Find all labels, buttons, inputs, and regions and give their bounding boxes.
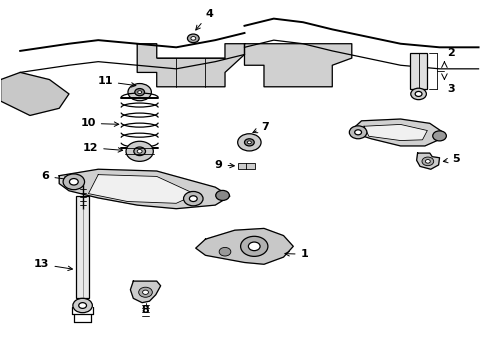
Bar <box>409 53 427 89</box>
Circle shape <box>126 141 153 161</box>
Text: 12: 12 <box>82 143 122 153</box>
Circle shape <box>432 131 446 141</box>
Circle shape <box>421 157 433 166</box>
Circle shape <box>142 290 148 294</box>
Circle shape <box>215 190 229 201</box>
Circle shape <box>414 91 421 96</box>
Circle shape <box>425 159 429 163</box>
Circle shape <box>240 236 267 256</box>
Text: 2: 2 <box>446 48 454 58</box>
Text: 8: 8 <box>142 305 149 315</box>
Polygon shape <box>416 153 439 169</box>
Text: 3: 3 <box>446 84 453 94</box>
Circle shape <box>128 84 151 101</box>
Polygon shape <box>0 72 69 116</box>
Circle shape <box>248 242 260 251</box>
Circle shape <box>134 147 145 156</box>
Polygon shape <box>88 175 195 203</box>
Text: 10: 10 <box>80 118 119 128</box>
Circle shape <box>189 196 197 202</box>
Text: 11: 11 <box>97 76 136 87</box>
Circle shape <box>190 37 195 40</box>
Text: 13: 13 <box>34 259 72 271</box>
Text: 9: 9 <box>214 160 234 170</box>
Polygon shape <box>244 44 351 87</box>
Polygon shape <box>351 119 441 146</box>
Circle shape <box>63 174 84 190</box>
Circle shape <box>79 303 86 309</box>
Polygon shape <box>363 125 427 140</box>
Circle shape <box>244 139 254 146</box>
Circle shape <box>139 287 152 297</box>
Bar <box>76 196 89 298</box>
Polygon shape <box>137 44 244 87</box>
Text: 5: 5 <box>443 154 458 164</box>
Circle shape <box>237 134 261 151</box>
Circle shape <box>354 130 361 135</box>
Text: 1: 1 <box>285 249 308 259</box>
Circle shape <box>247 141 251 144</box>
Circle shape <box>219 247 230 256</box>
Circle shape <box>73 298 92 313</box>
Bar <box>238 163 254 169</box>
Circle shape <box>137 149 142 153</box>
Circle shape <box>69 179 78 185</box>
Text: 7: 7 <box>252 122 269 133</box>
Polygon shape <box>130 281 160 303</box>
Polygon shape <box>59 169 229 209</box>
Text: 4: 4 <box>195 9 213 30</box>
Circle shape <box>187 34 199 42</box>
Circle shape <box>183 192 203 206</box>
Polygon shape <box>195 228 293 264</box>
Circle shape <box>410 88 426 100</box>
Circle shape <box>135 89 144 96</box>
Circle shape <box>348 126 366 139</box>
Circle shape <box>138 91 142 94</box>
Text: 6: 6 <box>41 171 69 181</box>
